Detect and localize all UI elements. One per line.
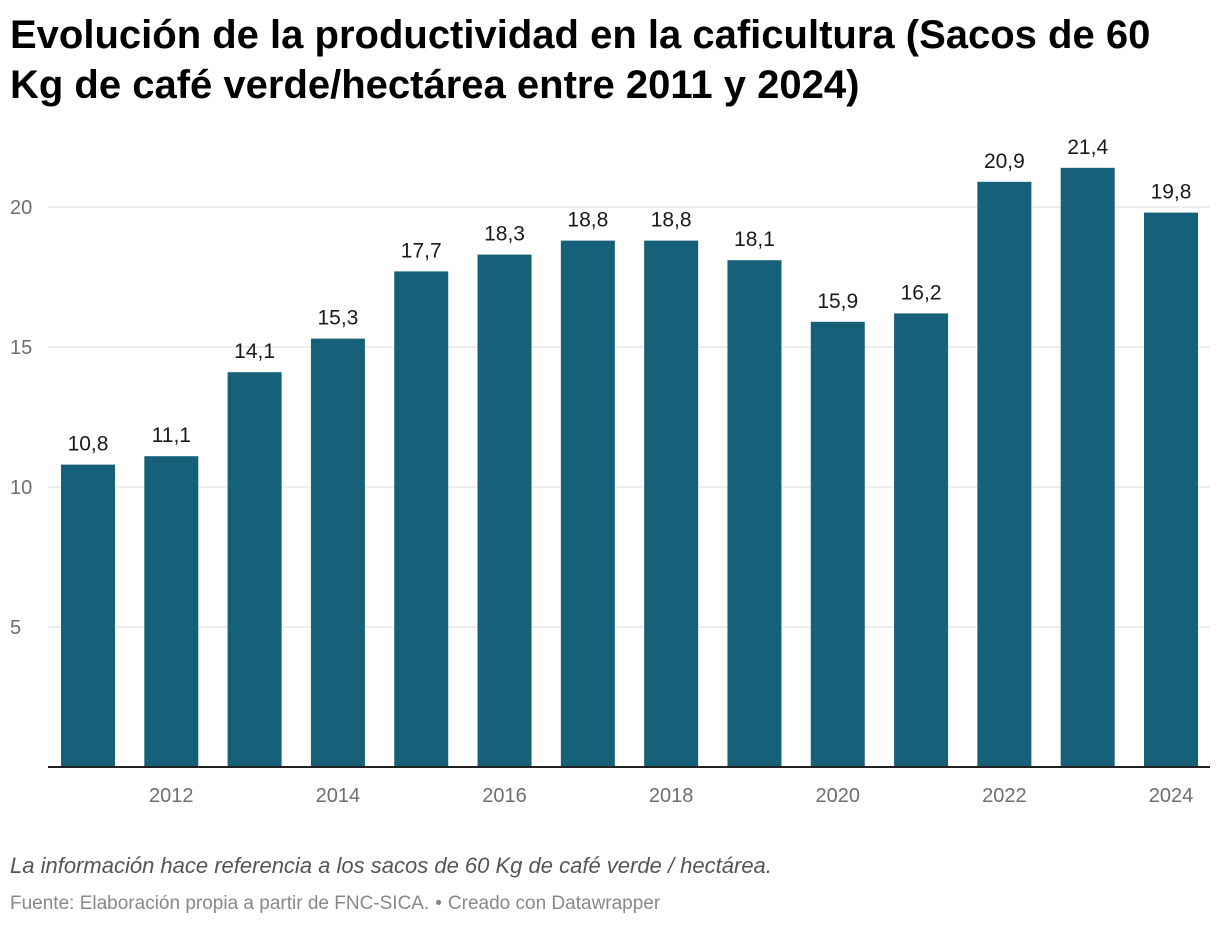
bar-2020 [810,321,865,767]
bar-2017 [560,240,615,768]
footer-separator: • [435,893,442,914]
x-tick-label: 2014 [316,785,361,807]
data-label-2012: 11,1 [152,424,191,447]
bar-2019 [727,260,782,767]
bar-2023 [1060,167,1115,768]
chart-footer: Fuente: Elaboración propia a partir de F… [10,891,660,917]
x-tick-label: 2016 [482,785,527,807]
bar-2012 [144,456,199,767]
y-tick-label: 5 [10,617,21,639]
bar-2011 [61,464,115,767]
data-labels: 10,8 11,1 14,1 15,3 17,7 18,3 18,8 18,8 18,1 15,9… [68,136,1192,456]
x-tick-label: 2024 [1149,785,1194,807]
gridlines [48,206,1210,628]
bar-2015 [394,271,449,767]
source-text: Fuente: Elaboración propia a partir de F… [10,893,430,914]
data-label-2017: 18,8 [567,209,608,232]
bar-2018 [644,240,699,768]
y-axis-ticks: 5 10 15 20 [10,197,32,639]
x-tick-label: 2012 [149,785,194,807]
data-label-2022: 20,9 [984,150,1025,173]
x-axis-ticks: 2012 2014 2016 2018 2020 2022 2024 [149,785,1193,807]
data-label-2021: 16,2 [901,281,942,304]
bar-2021 [894,313,949,767]
y-tick-label: 15 [10,337,32,359]
data-label-2014: 15,3 [317,307,358,330]
x-tick-label: 2020 [816,785,861,807]
chart-title: Evolución de la productividad en la cafi… [10,13,1151,107]
data-label-2016: 18,3 [484,223,525,246]
chart-note: La información hace referencia a los sac… [10,853,772,878]
data-label-2015: 17,7 [401,239,442,262]
bar-2024 [1144,212,1198,768]
bar-2022 [977,181,1032,768]
bar-chart: 5 10 15 20 10,8 11,1 14,1 15,3 17,7 18,3 18,8 18,8… [10,136,1210,807]
data-label-2011: 10,8 [68,433,109,456]
data-label-2019: 18,1 [734,228,775,251]
bars [61,167,1198,768]
data-label-2018: 18,8 [651,209,692,232]
data-label-2020: 15,9 [817,290,858,313]
y-tick-label: 20 [10,197,32,219]
credit-link[interactable]: Creado con Datawrapper [447,893,661,914]
bar-2016 [477,254,532,768]
bar-2013 [227,372,282,767]
data-label-2023: 21,4 [1067,136,1108,159]
x-tick-label: 2018 [649,785,694,807]
x-tick-label: 2022 [982,785,1027,807]
y-tick-label: 10 [10,477,32,499]
data-label-2024: 19,8 [1151,181,1192,204]
bar-2014 [310,338,365,767]
data-label-2013: 14,1 [234,340,275,363]
